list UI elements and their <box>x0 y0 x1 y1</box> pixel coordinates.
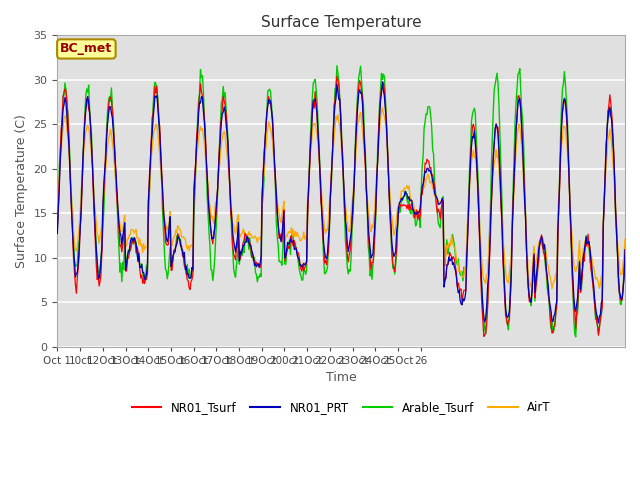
Legend: NR01_Tsurf, NR01_PRT, Arable_Tsurf, AirT: NR01_Tsurf, NR01_PRT, Arable_Tsurf, AirT <box>127 396 556 419</box>
Line: AirT: AirT <box>58 108 625 288</box>
X-axis label: Time: Time <box>326 371 356 384</box>
NR01_Tsurf <box>480 334 488 339</box>
NR01_PRT <box>54 230 61 236</box>
Arable_Tsurf <box>433 210 441 216</box>
AirT <box>310 121 318 127</box>
Line: NR01_Tsurf: NR01_Tsurf <box>58 76 625 336</box>
Arable_Tsurf <box>482 331 490 336</box>
NR01_PRT <box>389 248 397 254</box>
NR01_Tsurf <box>483 322 490 327</box>
NR01_Tsurf <box>389 260 397 266</box>
Line: Arable_Tsurf: Arable_Tsurf <box>58 66 625 337</box>
Text: BC_met: BC_met <box>60 42 113 56</box>
NR01_PRT <box>379 79 387 84</box>
AirT <box>154 130 162 136</box>
NR01_Tsurf <box>333 73 340 79</box>
AirT <box>621 236 629 242</box>
NR01_Tsurf <box>154 101 162 107</box>
AirT <box>433 201 441 206</box>
Arable_Tsurf <box>54 222 61 228</box>
NR01_PRT <box>310 97 318 103</box>
AirT <box>379 105 387 110</box>
NR01_Tsurf <box>200 100 207 106</box>
AirT <box>548 286 556 291</box>
Arable_Tsurf <box>154 95 162 101</box>
Arable_Tsurf <box>621 247 629 253</box>
Line: NR01_PRT: NR01_PRT <box>58 82 625 323</box>
Arable_Tsurf <box>572 334 580 340</box>
Arable_Tsurf <box>389 265 397 271</box>
NR01_PRT <box>621 247 629 252</box>
NR01_PRT <box>200 108 207 113</box>
Y-axis label: Surface Temperature (C): Surface Temperature (C) <box>15 114 28 268</box>
NR01_PRT <box>595 320 602 326</box>
NR01_PRT <box>433 196 441 202</box>
Arable_Tsurf <box>310 79 318 84</box>
Arable_Tsurf <box>200 87 207 93</box>
AirT <box>482 280 490 286</box>
AirT <box>200 132 207 138</box>
Title: Surface Temperature: Surface Temperature <box>261 15 422 30</box>
Arable_Tsurf <box>333 63 340 69</box>
AirT <box>389 224 397 230</box>
NR01_Tsurf <box>433 210 441 216</box>
AirT <box>54 209 61 215</box>
NR01_Tsurf <box>621 247 629 252</box>
NR01_PRT <box>154 104 162 110</box>
NR01_PRT <box>482 315 490 321</box>
NR01_Tsurf <box>54 225 61 230</box>
NR01_Tsurf <box>310 105 318 111</box>
